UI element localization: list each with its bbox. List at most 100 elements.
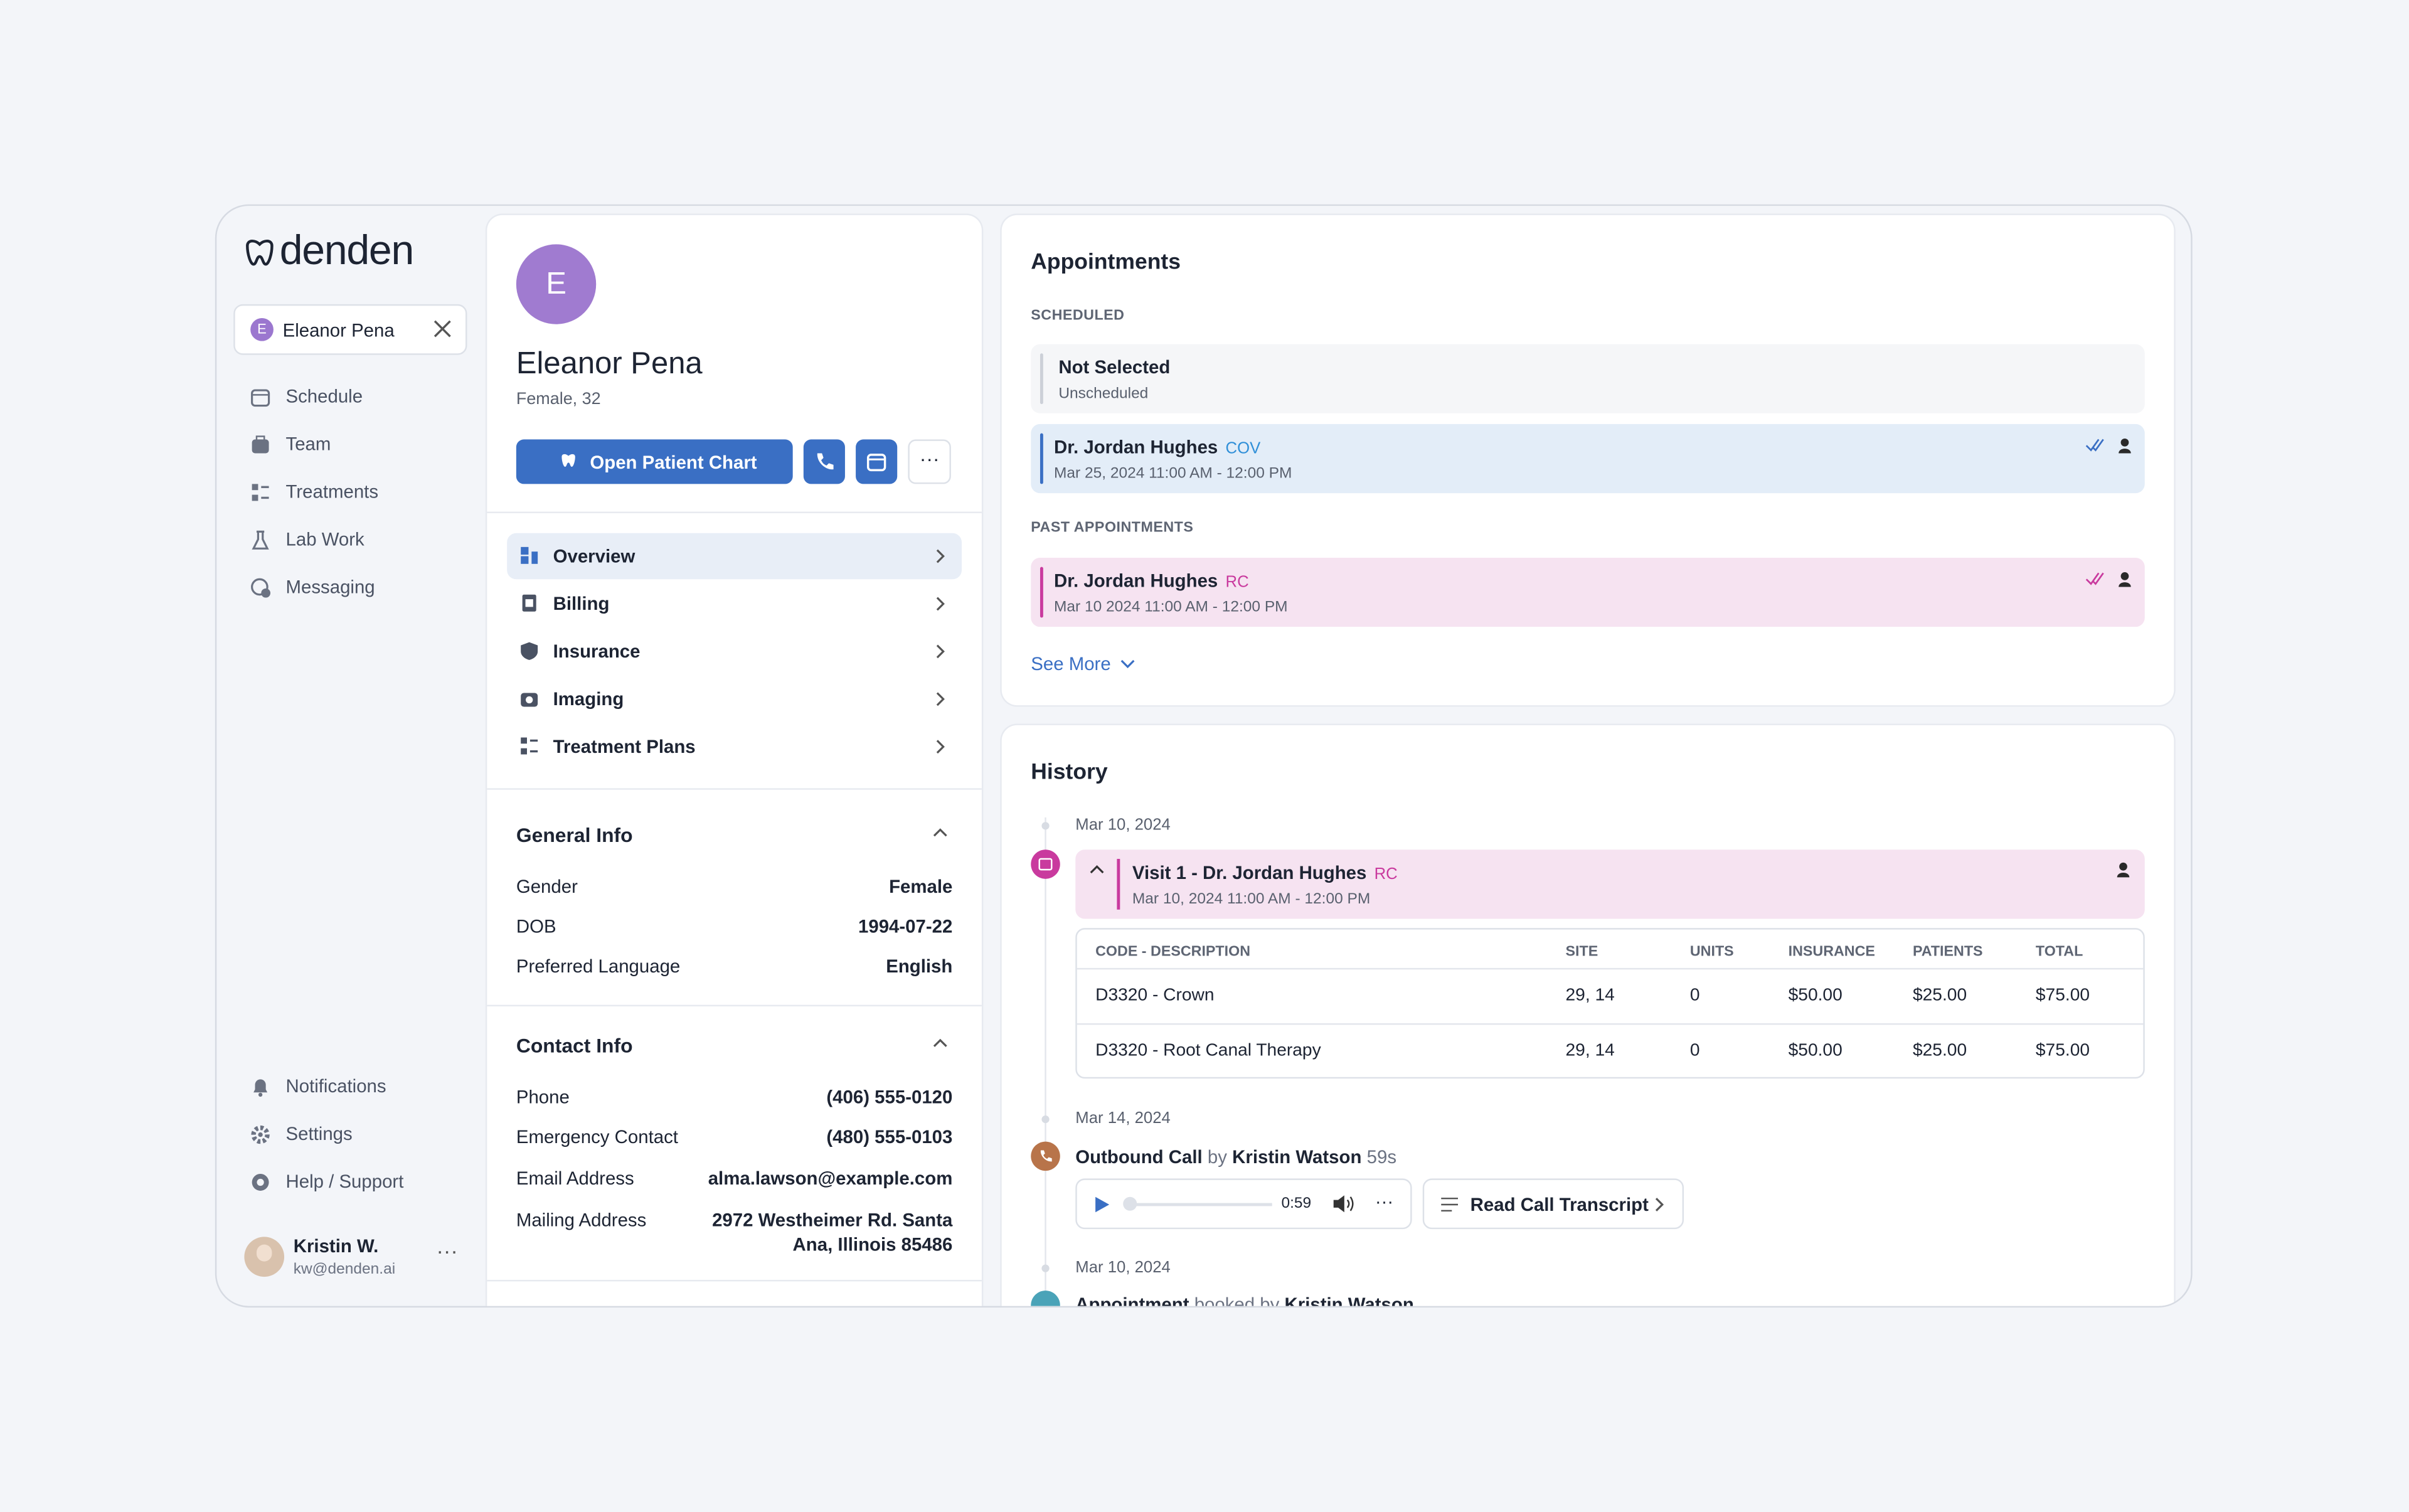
transcript-label: Read Call Transcript [1470,1193,1649,1216]
nav-item[interactable]: Lab Work [250,528,364,550]
table-header: SITE [1565,943,1598,961]
collapse-icon[interactable] [933,827,948,838]
nav-label: Help / Support [285,1171,404,1193]
user-menu[interactable]: ··· [436,1238,458,1264]
timeline-dot [1041,1264,1050,1272]
event-date: Mar 14, 2024 [1075,1109,1171,1128]
info-label: Emergency Contact [516,1126,678,1148]
info-row: Emergency Contact (480) 555-0103 [516,1126,953,1147]
procedure-table: CODE - DESCRIPTION SITE UNITS INSURANCE … [1075,928,2145,1079]
nav-item[interactable]: Team [250,434,331,455]
table-header: PATIENTS [1912,943,1983,961]
card-title: History [1031,760,1108,785]
visit-tag: RC [1374,865,1398,884]
chip-close[interactable] [433,319,452,338]
nav-item[interactable]: Notifications [250,1075,386,1097]
info-label: Preferred Language [516,956,681,977]
nav-item[interactable]: Messaging [250,576,375,598]
patient-panel: E Eleanor Pena Female, 32 Open Patient C… [487,215,982,1306]
nav-label: Messaging [285,576,375,598]
nav-item[interactable]: Settings [250,1123,353,1144]
call-button[interactable] [803,439,845,484]
info-value: 2972 Westheimer Rd. Santa Ana, Illinois … [712,1209,953,1255]
menu-label: Overview [553,545,635,567]
appointment[interactable]: Not Selected Unscheduled [1031,344,2145,413]
event-icon [1031,1141,1060,1171]
collapse-icon[interactable] [933,1037,948,1048]
appointment-tag: COV [1225,439,1261,458]
event-name: Appointment [1075,1294,1189,1308]
info-label: Mailing Address [516,1209,647,1231]
visit-header[interactable]: Visit 1 - Dr. Jordan Hughes RC Mar 10, 20… [1075,849,2145,919]
appointment-subtitle: Unscheduled [1058,385,1149,403]
user-name: Kristin W. [293,1235,379,1257]
info-row: Phone (406) 555-0120 [516,1086,953,1107]
info-row: DOB 1994-07-22 [516,916,953,937]
event-title: Outbound Call by Kristin Watson 59s [1075,1146,1396,1168]
info-row: Mailing Address 2972 Westheimer Rd. Santa… [516,1208,953,1257]
table-header: TOTAL [2035,943,2083,961]
nav-label: Notifications [285,1075,386,1097]
table-cell: 29, 14 [1565,1041,1615,1060]
see-more[interactable]: See More [1031,653,1135,674]
table-header: UNITS [1689,943,1734,961]
status-icons [2085,572,2131,587]
event-icon [1031,1291,1060,1306]
nav-item[interactable]: Schedule [250,386,363,407]
divider [487,1280,982,1282]
event-name: Outbound Call [1075,1146,1203,1168]
brand: denden [279,227,415,274]
appointment-time: Mar 10 2024 11:00 AM - 12:00 PM [1054,599,1288,617]
event-person: Kristin Watson [1284,1294,1414,1308]
nav-item[interactable]: Help / Support [250,1171,403,1192]
appointment-doctor: Dr. Jordan Hughes COV [1054,437,1260,458]
audio-menu[interactable]: ··· [1375,1190,1394,1213]
menu-item[interactable]: Overview [507,533,962,580]
open-chart-button[interactable]: Open Patient Chart [516,439,793,484]
event-icon [1031,849,1060,879]
menu-item[interactable]: Treatment Plans [507,723,962,769]
timeline-dot [1041,1115,1050,1124]
user-email: kw@denden.ai [293,1261,396,1279]
user-avatar [244,1237,285,1277]
appointment[interactable]: Dr. Jordan Hughes RC Mar 10 2024 11:00 AM … [1031,557,2145,627]
patient-name: Eleanor Pena [516,347,703,381]
nav-label: Schedule [285,385,363,407]
status-icons [2085,438,2131,454]
menu-label: Imaging [553,688,624,710]
audio-time: 0:59 [1281,1195,1312,1213]
divider [487,511,982,513]
info-row: Gender Female [516,876,953,897]
table-cell: $25.00 [1912,986,1967,1005]
section-title: Contact Info [516,1034,633,1057]
table-cell: 0 [1689,986,1700,1005]
info-label: Gender [516,875,578,898]
schedule-button[interactable] [856,439,898,484]
patient-chip[interactable]: E Eleanor Pena [233,304,467,355]
table-header: CODE - DESCRIPTION [1095,943,1251,961]
event-duration: 59s [1366,1146,1397,1168]
info-row: Preferred Language English [516,956,953,977]
menu-label: Billing [553,593,610,615]
nav-label: Team [285,433,331,455]
audio-player[interactable]: 0:59 ··· [1075,1178,1412,1230]
appointment[interactable]: Dr. Jordan Hughes COV Mar 25, 2024 11:00 A… [1031,423,2145,494]
doctor-name: Dr. Jordan Hughes [1054,570,1218,592]
table-cell: $50.00 [1788,986,1843,1005]
card-title: Appointments [1031,250,1181,275]
table-cell: $75.00 [2035,1041,2090,1060]
appointments-card: Appointments SCHEDULED Not Selected Unsch… [1001,215,2174,706]
info-value: 1994-07-22 [858,915,953,937]
menu-item[interactable]: Insurance [507,629,962,674]
info-value: alma.lawson@example.com [708,1168,953,1190]
more-button[interactable]: ··· [908,439,951,484]
menu-item[interactable]: Billing [507,581,962,627]
table-cell: 29, 14 [1565,986,1615,1005]
transcript-button[interactable]: Read Call Transcript [1422,1178,1684,1230]
info-value: (480) 555-0103 [826,1126,953,1148]
nav-item[interactable]: Treatments [250,481,378,503]
appointment-title: Not Selected [1058,356,1171,378]
app-frame: denden E Eleanor Pena Schedule Team Trea… [215,204,2193,1308]
menu-item[interactable]: Imaging [507,676,962,722]
